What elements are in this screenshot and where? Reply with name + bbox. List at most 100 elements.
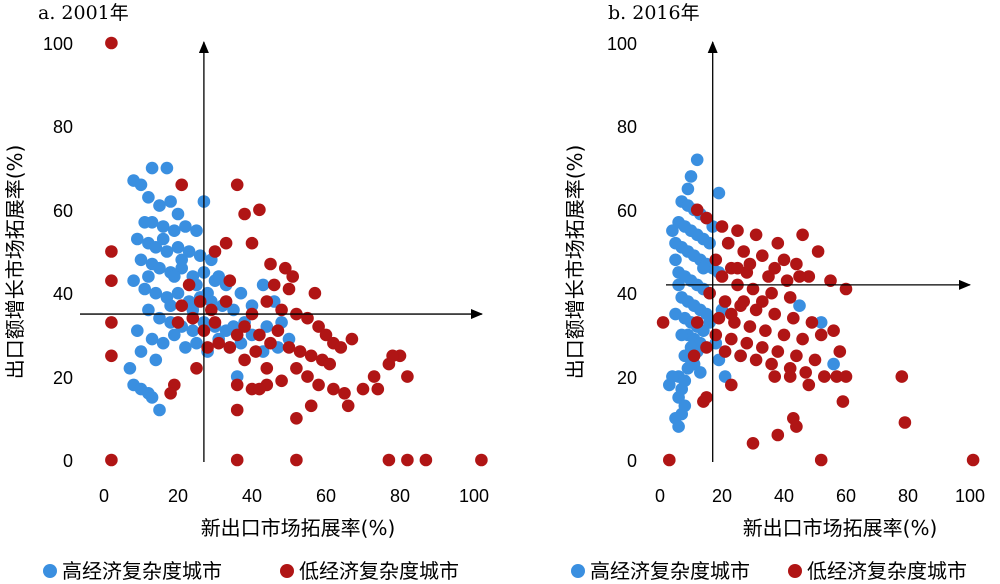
data-point-low (182, 278, 196, 292)
data-point-high (684, 170, 698, 183)
data-point-low (230, 453, 244, 467)
data-point-low (230, 403, 244, 417)
data-point-low (725, 378, 738, 392)
data-point-low (715, 270, 729, 283)
data-point-low (703, 286, 716, 300)
data-point-low (371, 382, 385, 396)
data-point-high (142, 303, 155, 317)
data-point-low (771, 428, 785, 442)
data-point-low (208, 316, 222, 329)
data-point-low (367, 370, 381, 383)
data-point-high (127, 274, 140, 288)
data-point-low (656, 316, 670, 329)
x-tick-label: 60 (316, 486, 336, 506)
scatter-points-2016 (656, 153, 980, 467)
data-point-low (282, 341, 296, 354)
data-point-low (737, 245, 750, 258)
data-point-high (234, 286, 248, 300)
data-point-low (700, 391, 713, 404)
data-point-low (193, 295, 207, 308)
data-point-low (264, 336, 277, 350)
data-point-low (105, 245, 118, 258)
data-point-low (304, 399, 318, 413)
data-point-low (808, 353, 822, 367)
data-point-low (743, 257, 757, 271)
data-point-low (175, 178, 188, 192)
y-tick-label: 80 (617, 117, 637, 137)
data-point-high (168, 270, 181, 283)
x-tick-label: 20 (712, 486, 732, 506)
y-axis-label-2001: 出口额增长市场拓展率(%) (3, 145, 27, 380)
data-point-low (746, 437, 760, 450)
data-point-high (123, 362, 137, 375)
data-point-low (223, 341, 237, 354)
data-point-low (690, 316, 704, 329)
y-tick-labels-2016: 0 20 40 60 80 100 (607, 34, 637, 471)
data-point-low (279, 261, 292, 275)
x-axis-label-2001: 新出口市场拓展率(%) (201, 516, 396, 540)
data-point-low (208, 245, 222, 258)
data-point-high (131, 232, 144, 246)
data-point-low (777, 328, 791, 342)
data-point-low (230, 178, 244, 192)
data-point-low (725, 307, 738, 321)
legend-2001: 高经济复杂度城市 低经济复杂度城市 (43, 559, 459, 583)
data-point-low (253, 382, 266, 396)
legend-label-high: 高经济复杂度城市 (590, 559, 750, 583)
data-point-low (327, 382, 340, 396)
data-point-low (734, 349, 747, 363)
data-point-low (663, 453, 676, 467)
data-point-low (746, 282, 760, 296)
data-point-high (134, 178, 148, 192)
data-point-low (105, 453, 118, 467)
data-point-low (783, 370, 797, 383)
data-point-low (253, 328, 266, 342)
data-point-high (134, 253, 148, 267)
data-point-low (712, 311, 726, 325)
data-point-high (153, 403, 166, 417)
x-tick-label: 100 (459, 486, 489, 506)
x-tick-label: 20 (168, 486, 188, 506)
data-point-low (709, 328, 723, 342)
data-point-high (171, 286, 185, 300)
data-point-low (105, 316, 118, 329)
data-point-high (153, 199, 166, 212)
data-point-high (666, 224, 679, 237)
data-point-low (839, 282, 853, 296)
x-tick-label: 40 (242, 486, 262, 506)
data-point-low (790, 257, 803, 271)
data-point-low (768, 370, 781, 383)
data-point-low (275, 374, 288, 388)
data-point-low (700, 211, 713, 225)
y-tick-label: 80 (53, 117, 73, 137)
legend-dot-icon (788, 564, 802, 578)
data-point-high (681, 182, 695, 196)
data-point-low (799, 366, 812, 379)
x-tick-label: 80 (898, 486, 918, 506)
data-point-high (149, 353, 163, 367)
data-point-low (260, 362, 274, 375)
data-point-low (253, 203, 266, 217)
data-point-low (768, 307, 781, 321)
data-point-low (230, 378, 244, 392)
data-point-low (787, 311, 800, 325)
data-point-high (149, 286, 163, 300)
data-point-low (238, 353, 251, 367)
data-point-low (780, 274, 794, 288)
data-point-low (105, 36, 118, 50)
data-point-high (145, 391, 159, 404)
data-point-high (171, 241, 185, 254)
x-tick-label: 100 (955, 486, 985, 506)
data-point-high (156, 232, 170, 246)
data-point-low (718, 345, 732, 358)
data-point-low (827, 324, 840, 338)
data-point-low (205, 303, 218, 317)
y-tick-label: 40 (53, 284, 73, 304)
chart-title-2016: b. 2016年 (608, 2, 700, 24)
legend-dot-icon (571, 564, 585, 578)
x-tick-labels-2016: 0 20 40 60 80 100 (655, 486, 985, 506)
x-axis-label-2016: 新出口市场拓展率(%) (743, 516, 938, 540)
data-point-low (824, 274, 837, 288)
data-point-low (238, 207, 251, 221)
